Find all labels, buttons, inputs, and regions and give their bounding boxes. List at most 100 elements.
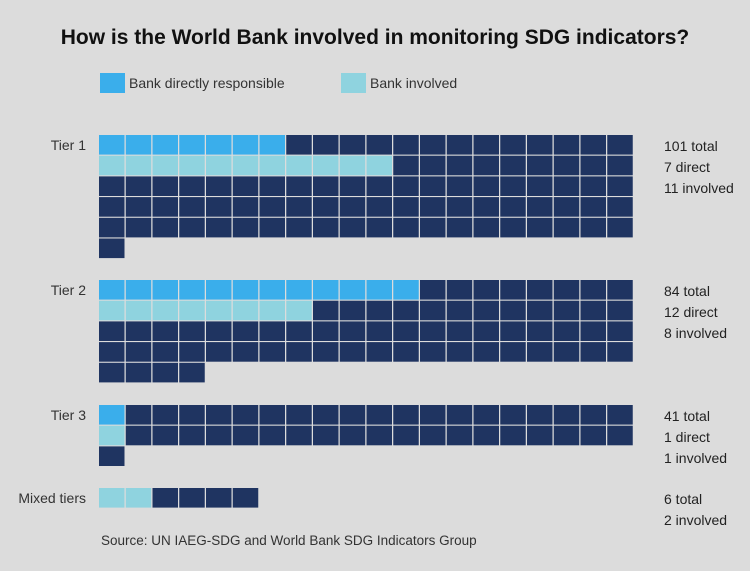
tier-1-cell-other xyxy=(339,135,366,155)
tier-1-cell-involved xyxy=(99,155,125,176)
tier-2-cell-other xyxy=(232,342,259,362)
tier-3-cell-other xyxy=(179,405,205,425)
tier-2-cell-other xyxy=(152,321,178,341)
tier-2-cell-other xyxy=(527,280,553,300)
tier-1-cell-other xyxy=(553,155,580,176)
tier-1-cell-direct xyxy=(206,135,232,155)
tier-2-cell-other xyxy=(179,362,205,383)
tier-2-cell-other xyxy=(206,342,232,362)
tier-3-cell-other xyxy=(553,425,580,446)
tier-2-cell-other xyxy=(99,321,125,341)
tier-1-cell-other xyxy=(313,197,339,217)
tier-1-cell-other xyxy=(339,176,366,196)
tier-2-cell-other xyxy=(179,342,205,362)
tier-2-cell-direct xyxy=(152,280,178,300)
tier-3-cell-other xyxy=(446,405,473,425)
tier-2-cell-other xyxy=(607,321,633,341)
tier-2-cell-other xyxy=(286,321,312,341)
tier-1-cell-other xyxy=(339,217,366,238)
tier-3-cell-other xyxy=(580,425,606,446)
tier-2-cell-other xyxy=(179,321,205,341)
tier-1-cell-other xyxy=(206,217,232,238)
tier-2-cell-other xyxy=(99,362,125,383)
group-stat-mixed-tiers-1: 2 involved xyxy=(664,511,728,528)
tier-1-cell-other xyxy=(553,217,580,238)
tier-3-cell-other xyxy=(527,405,553,425)
tier-1-cell-other xyxy=(179,176,205,196)
tier-1-cell-involved xyxy=(259,155,285,176)
tier-1-cell-other xyxy=(125,197,152,217)
tier-1-cell-other xyxy=(232,176,259,196)
tier-2-cell-direct xyxy=(99,280,125,300)
tier-2-cell-other xyxy=(607,300,633,321)
tier-2-cell-other xyxy=(259,321,285,341)
tier-3-cell-other xyxy=(125,425,152,446)
tier-1-cell-other xyxy=(500,135,526,155)
tier-1-cell-other xyxy=(286,217,312,238)
mixed-tiers-cell-other xyxy=(206,488,232,508)
tier-2-cell-other xyxy=(313,321,339,341)
tier-1-cell-other xyxy=(393,217,419,238)
tier-1-cell-other xyxy=(500,176,526,196)
tier-1-cell-other xyxy=(179,197,205,217)
tier-2-cell-other xyxy=(125,342,152,362)
tier-2-cell-direct xyxy=(286,280,312,300)
tier-2-cell-other xyxy=(446,300,473,321)
tier-1-cell-involved xyxy=(232,155,259,176)
tier-1-cell-other xyxy=(393,176,419,196)
tier-2-cell-other xyxy=(580,300,606,321)
tier-1-cell-other xyxy=(446,197,473,217)
source-note: Source: UN IAEG-SDG and World Bank SDG I… xyxy=(101,533,477,548)
tier-2-cell-other xyxy=(125,321,152,341)
tier-2-cell-other xyxy=(286,342,312,362)
tier-3-cell-other xyxy=(473,405,499,425)
mixed-tiers-cell-other xyxy=(179,488,205,508)
tier-2-cell-direct xyxy=(125,280,152,300)
tier-1-cell-other xyxy=(232,217,259,238)
tier-2-cell-other xyxy=(339,342,366,362)
tier-3-cell-other xyxy=(607,405,633,425)
tier-1-cell-direct xyxy=(179,135,205,155)
tier-2-cell-other xyxy=(580,280,606,300)
tier-1-cell-other xyxy=(99,217,125,238)
group-stat-tier-2-1: 12 direct xyxy=(664,303,718,320)
tier-1-cell-other xyxy=(553,135,580,155)
tier-2-cell-direct xyxy=(313,280,339,300)
tier-3-cell-other xyxy=(179,425,205,446)
tier-3-cell-other xyxy=(313,405,339,425)
tier-2-cell-other xyxy=(152,362,178,383)
group-stat-tier-1-0: 101 total xyxy=(664,138,718,154)
tier-1-cell-involved xyxy=(125,155,152,176)
tier-3-cell-other xyxy=(366,405,392,425)
tier-2-cell-direct xyxy=(259,280,285,300)
tier-2-cell-direct xyxy=(179,280,205,300)
tier-2-cell-direct xyxy=(339,280,366,300)
tier-1-cell-other xyxy=(553,176,580,196)
legend-swatch-direct xyxy=(100,73,125,93)
tier-1-cell-other xyxy=(125,176,152,196)
tier-1-cell-other xyxy=(179,217,205,238)
tier-2-cell-other xyxy=(527,321,553,341)
tier-1-cell-other xyxy=(473,197,499,217)
tier-2-cell-other xyxy=(553,321,580,341)
tier-3-cell-other xyxy=(393,405,419,425)
tier-1-cell-other xyxy=(527,217,553,238)
tier-2-cell-other xyxy=(580,342,606,362)
tier-1-cell-other xyxy=(420,217,446,238)
tier-2-cell-other xyxy=(125,362,152,383)
tier-2-cell-other xyxy=(446,321,473,341)
tier-2-cell-other xyxy=(393,321,419,341)
tier-1-cell-other xyxy=(313,176,339,196)
tier-3-cell-other xyxy=(286,405,312,425)
tier-3-cell-other xyxy=(500,405,526,425)
tier-3-cell-other xyxy=(259,425,285,446)
tier-2-cell-other xyxy=(607,280,633,300)
tier-2-cell-other xyxy=(366,300,392,321)
tier-2-cell-involved xyxy=(99,300,125,321)
tier-1-cell-other xyxy=(527,176,553,196)
tier-1-cell-other xyxy=(420,155,446,176)
tier-2-cell-other xyxy=(420,342,446,362)
tier-3-cell-other xyxy=(259,405,285,425)
legend-label-involved: Bank involved xyxy=(370,75,458,91)
tier-3-cell-other xyxy=(206,405,232,425)
